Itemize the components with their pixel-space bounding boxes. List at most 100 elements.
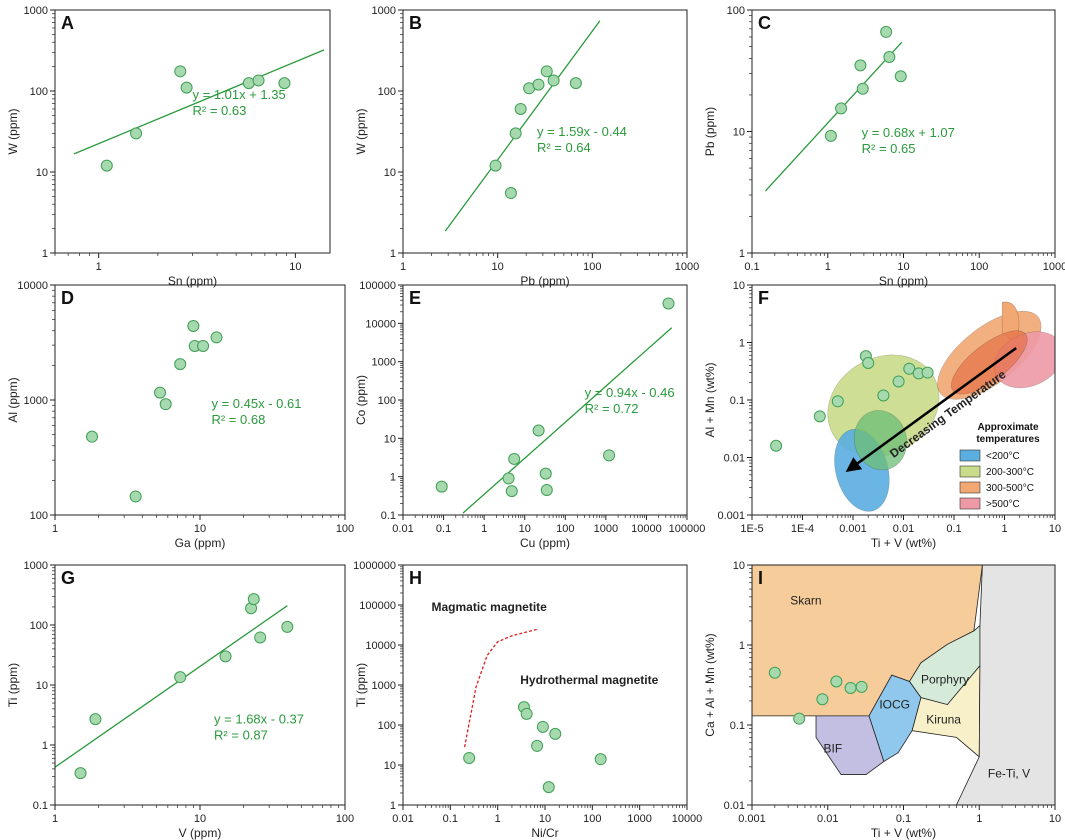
data-point-h bbox=[531, 739, 544, 752]
x-tick-label-i: 0.1 bbox=[896, 813, 911, 825]
x-tick-label-h: 100 bbox=[583, 813, 601, 825]
x-tick-label-b: 10 bbox=[492, 261, 504, 273]
fit-line-b bbox=[444, 20, 601, 232]
x-tick-label-f: 1E-5 bbox=[740, 523, 763, 535]
panel-label-i: I bbox=[758, 568, 763, 588]
data-point-f bbox=[903, 362, 916, 375]
x-tick-label-e: 0.1 bbox=[436, 523, 451, 535]
y-tick-label-g: 1 bbox=[42, 740, 48, 752]
data-point-g bbox=[219, 650, 232, 663]
data-point-b bbox=[514, 102, 527, 115]
region-label-i: Kiruna bbox=[926, 712, 961, 726]
data-point-a bbox=[100, 159, 113, 172]
region-label-i: Fe-Ti, V bbox=[988, 767, 1030, 781]
data-point-e bbox=[505, 485, 518, 498]
data-point-h bbox=[549, 727, 562, 740]
y-tick-label-d: 100 bbox=[30, 510, 48, 522]
data-point-h bbox=[463, 751, 476, 764]
data-point-e bbox=[603, 449, 616, 462]
data-point-e bbox=[662, 297, 675, 310]
x-tick-label-f: 10 bbox=[1049, 523, 1061, 535]
y-tick-label-f: 0.01 bbox=[724, 453, 745, 465]
x-tick-label-e: 100000 bbox=[669, 523, 706, 535]
y-tick-label-a: 1000 bbox=[24, 5, 48, 17]
y-axis-label-g: Ti (ppm) bbox=[6, 663, 20, 707]
x-axis-label-i: Ti + V (wt%) bbox=[871, 826, 936, 840]
y-tick-label-g: 0.1 bbox=[33, 800, 48, 812]
region-bif bbox=[815, 715, 885, 775]
panel-label-d: D bbox=[61, 288, 74, 308]
legend-swatch bbox=[959, 481, 981, 494]
fit-r2-e: R² = 0.72 bbox=[585, 401, 639, 416]
data-point-h bbox=[594, 753, 607, 766]
x-axis-label-e: Cu (ppm) bbox=[520, 536, 570, 550]
data-point-d bbox=[154, 386, 167, 399]
region-label-i: BIF bbox=[824, 742, 843, 756]
plot-frame-b bbox=[402, 9, 688, 254]
data-point-d bbox=[197, 339, 210, 352]
y-tick-label-i: 1 bbox=[739, 640, 745, 652]
x-tick-label-e: 10000 bbox=[631, 523, 662, 535]
data-point-c bbox=[894, 70, 907, 83]
data-point-b bbox=[547, 74, 560, 87]
data-point-i bbox=[816, 693, 829, 706]
data-point-e bbox=[532, 424, 545, 437]
y-tick-label-a: 10 bbox=[36, 167, 48, 179]
x-axis-label-c: Sn (ppm) bbox=[879, 274, 928, 288]
panel-label-b: B bbox=[409, 13, 422, 33]
data-point-d bbox=[129, 490, 142, 503]
x-tick-label-i: 0.01 bbox=[817, 813, 838, 825]
fit-equation-e: y = 0.94x - 0.46 bbox=[585, 385, 675, 400]
x-tick-label-a: 1 bbox=[96, 261, 102, 273]
y-axis-label-b: W (ppm) bbox=[354, 109, 368, 155]
y-tick-label-f: 0.1 bbox=[730, 395, 745, 407]
data-point-a bbox=[130, 127, 143, 140]
region-label-i: Skarn bbox=[790, 594, 821, 608]
data-point-f bbox=[862, 357, 875, 370]
x-tick-label-e: 100 bbox=[556, 523, 574, 535]
data-point-a bbox=[174, 65, 187, 78]
magmatic-boundary-line bbox=[463, 628, 538, 748]
data-point-b bbox=[504, 187, 517, 200]
data-point-i bbox=[793, 712, 806, 725]
data-point-f bbox=[892, 375, 905, 388]
panel-label-a: A bbox=[61, 13, 74, 33]
x-tick-label-h: 0.01 bbox=[392, 813, 413, 825]
panel-label-g: G bbox=[61, 568, 75, 588]
fit-r2-g: R² = 0.87 bbox=[214, 727, 268, 742]
region-label-i: Porphyry bbox=[921, 673, 969, 687]
y-tick-label-b: 10 bbox=[384, 167, 396, 179]
plot-area-h bbox=[463, 628, 607, 794]
x-axis-label-g: V (ppm) bbox=[179, 826, 222, 840]
panel-e: 0.01 0.1 1 10 100 1000 10000 1000000.1110100100… bbox=[354, 280, 705, 550]
y-tick-label-c: 1 bbox=[739, 248, 745, 260]
y-tick-label-h: 10000 bbox=[365, 640, 396, 652]
data-point-b bbox=[532, 78, 545, 91]
x-tick-label-b: 1000 bbox=[675, 261, 699, 273]
y-tick-label-e: 0.1 bbox=[381, 510, 396, 522]
y-tick-label-f: 10 bbox=[733, 280, 745, 292]
data-point-b bbox=[569, 77, 582, 90]
data-point-c bbox=[880, 25, 893, 38]
y-tick-label-i: 10 bbox=[733, 560, 745, 572]
x-tick-label-d: 1 bbox=[52, 523, 58, 535]
data-point-f bbox=[770, 439, 783, 452]
y-tick-label-g: 100 bbox=[30, 620, 48, 632]
y-tick-label-a: 1 bbox=[42, 248, 48, 260]
plot-frame-a bbox=[54, 9, 331, 254]
plot-frame-g bbox=[54, 564, 346, 806]
legend-title: temperatures bbox=[976, 434, 1040, 445]
y-tick-label-h: 1000000 bbox=[353, 560, 396, 572]
panel-label-c: C bbox=[758, 13, 771, 33]
y-axis-label-a: W (ppm) bbox=[6, 109, 20, 155]
y-tick-label-e: 1 bbox=[390, 472, 396, 484]
x-tick-label-c: 0.1 bbox=[744, 261, 759, 273]
x-tick-label-e: 1000 bbox=[594, 523, 618, 535]
x-tick-label-e: 0.01 bbox=[392, 523, 413, 535]
plot-frame-e bbox=[402, 284, 688, 516]
y-tick-label-g: 1000 bbox=[24, 560, 48, 572]
data-point-b bbox=[489, 159, 502, 172]
y-tick-label-e: 10000 bbox=[365, 318, 396, 330]
data-point-g bbox=[281, 620, 294, 633]
region-fe-ti-v bbox=[956, 565, 1055, 805]
